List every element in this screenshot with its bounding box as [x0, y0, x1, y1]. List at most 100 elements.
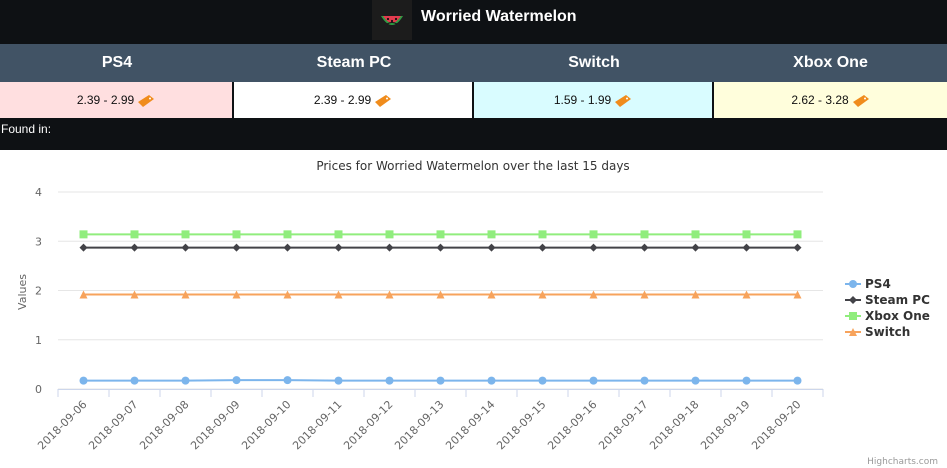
data-point [589, 290, 598, 299]
data-point [538, 290, 547, 299]
price-tag-icon [852, 94, 870, 111]
x-tick-label: 2018-09-17 [596, 398, 650, 452]
legend-label: PS4 [865, 277, 891, 291]
y-tick-label: 3 [35, 235, 42, 248]
divider [0, 144, 947, 150]
y-axis-label: Values [16, 274, 29, 310]
data-point [538, 376, 547, 385]
platform-header-steam-pc: Steam PC [316, 54, 392, 71]
price-tag-icon [374, 94, 392, 111]
x-tick-label: 2018-09-14 [443, 398, 497, 452]
data-point [742, 376, 751, 385]
data-point [487, 290, 496, 299]
data-point [793, 376, 802, 385]
data-point [130, 376, 139, 385]
data-point [283, 243, 292, 252]
data-point [334, 376, 343, 385]
price-chart: Prices for Worried Watermelon over the l… [0, 150, 947, 468]
data-point [691, 290, 700, 299]
data-point [283, 230, 292, 239]
data-point [181, 243, 190, 252]
price-cell-ps4[interactable]: 2.39 - 2.99 [0, 82, 234, 118]
data-point [232, 230, 241, 239]
series-layer [79, 230, 802, 385]
y-tick-label: 4 [35, 186, 42, 199]
found-in-label: Found in: [1, 122, 52, 136]
price-cell-switch[interactable]: 1.59 - 1.99 [474, 82, 714, 118]
data-point [793, 230, 802, 239]
x-tick-label: 2018-09-12 [341, 398, 395, 452]
price-row: 2.39 - 2.99 2.39 - 2.99 1.59 - 1.99 2.62… [0, 82, 947, 118]
legend-marker [849, 312, 857, 320]
data-point [79, 230, 88, 239]
data-point [742, 230, 751, 239]
top-bar: Worried Watermelon [0, 0, 947, 44]
data-point [385, 243, 394, 252]
price-range: 1.59 - 1.99 [553, 93, 612, 107]
x-axis-ticks: 2018-09-062018-09-072018-09-082018-09-09… [35, 389, 824, 452]
data-point [691, 376, 700, 385]
data-point [232, 243, 241, 252]
data-point [742, 243, 751, 252]
data-point [181, 230, 190, 239]
data-point [436, 230, 445, 239]
legend: PS4 Steam PC Xbox One Switch [845, 277, 930, 339]
series-steam-pc [79, 243, 802, 252]
data-point [691, 230, 700, 239]
data-point [385, 376, 394, 385]
watermelon-icon [372, 0, 412, 40]
data-point [589, 376, 598, 385]
data-point [283, 376, 292, 385]
price-cell-steam-pc[interactable]: 2.39 - 2.99 [234, 82, 474, 118]
series-ps4 [79, 376, 802, 385]
x-tick-label: 2018-09-09 [188, 398, 242, 452]
legend-label: Switch [865, 325, 910, 339]
data-point [130, 230, 139, 239]
x-tick-label: 2018-09-16 [545, 398, 599, 452]
credits-link[interactable]: Highcharts.com [867, 457, 938, 467]
data-point [181, 290, 190, 299]
platform-header-switch: Switch [568, 54, 620, 71]
found-in-bar: Found in: [0, 118, 947, 144]
data-point [334, 230, 343, 239]
platform-header-row: PS4 Steam PC Switch Xbox One [0, 44, 947, 82]
data-point [436, 290, 445, 299]
data-point [538, 230, 547, 239]
platform-header-ps4: PS4 [101, 54, 133, 71]
data-point [793, 290, 802, 299]
legend-marker [849, 328, 857, 336]
legend-marker [849, 280, 857, 288]
legend-label: Steam PC [865, 293, 930, 307]
data-point [589, 230, 598, 239]
chart-title: Prices for Worried Watermelon over the l… [316, 159, 629, 173]
data-point [742, 290, 751, 299]
price-tag-icon [614, 94, 632, 111]
data-point [793, 243, 802, 252]
chart-svg: Prices for Worried Watermelon over the l… [16, 159, 938, 467]
price-range: 2.39 - 2.99 [76, 93, 135, 107]
legend-label: Xbox One [865, 309, 930, 323]
data-point [487, 243, 496, 252]
series-xbox-one [79, 230, 802, 239]
x-tick-label: 2018-09-20 [749, 398, 803, 452]
price-cell-xbox-one[interactable]: 2.62 - 3.28 [714, 82, 947, 118]
data-point [691, 243, 700, 252]
legend-item-steam-pc[interactable]: Steam PC [845, 293, 930, 307]
x-tick-label: 2018-09-07 [86, 398, 140, 452]
data-point [487, 230, 496, 239]
platform-header-xbox-one: Xbox One [793, 54, 868, 71]
legend-marker [849, 296, 857, 304]
x-tick-label: 2018-09-13 [392, 398, 446, 452]
x-tick-label: 2018-09-15 [494, 398, 548, 452]
data-point [436, 376, 445, 385]
legend-item-ps4[interactable]: PS4 [845, 277, 891, 291]
legend-item-xbox-one[interactable]: Xbox One [845, 309, 930, 323]
data-point [640, 376, 649, 385]
price-range: 2.39 - 2.99 [313, 93, 372, 107]
x-tick-label: 2018-09-10 [239, 398, 293, 452]
data-point [283, 290, 292, 299]
data-point [334, 290, 343, 299]
series-switch [79, 290, 802, 299]
legend-item-switch[interactable]: Switch [845, 325, 910, 339]
data-point [334, 243, 343, 252]
